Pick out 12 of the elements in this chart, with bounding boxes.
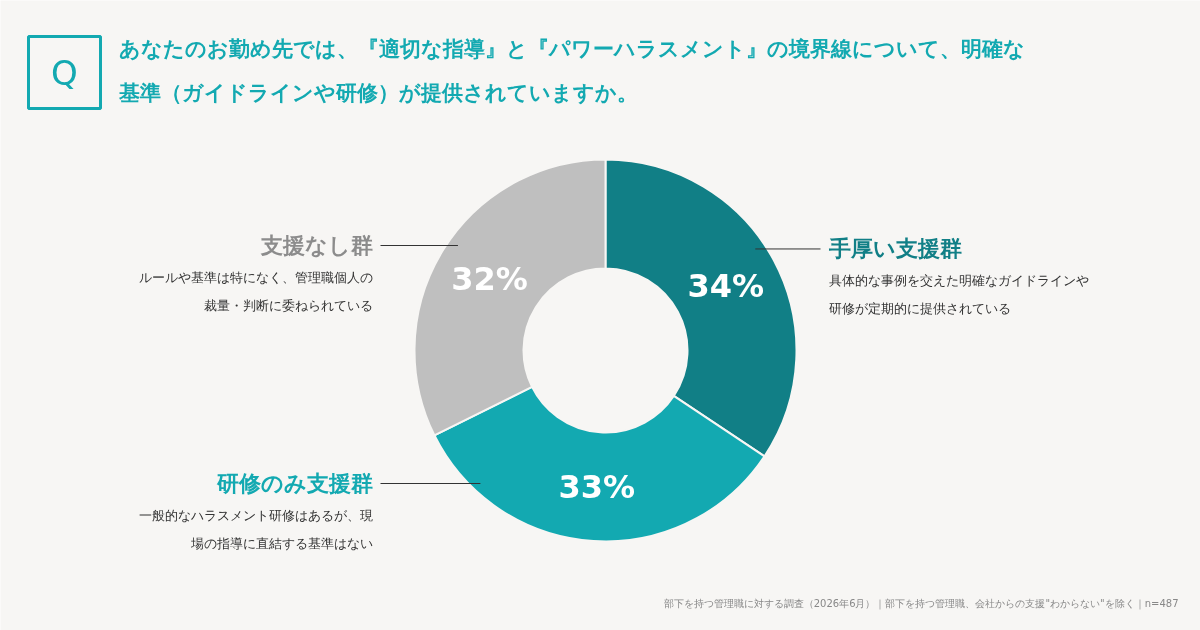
slice-label: 手厚い支援群	[827, 236, 962, 262]
text: ルールや基準は特になく、管理職個人の裁量・判断に委ねられている	[138, 269, 373, 313]
data-label: 34%	[687, 267, 765, 306]
data-label: 32%	[451, 259, 528, 298]
text: 一般的なハラスメント研修はあるが、現場の指導に直結する基準はない	[138, 507, 373, 551]
chart-title: あなたのお勤め先では、『適切な指導』と『パワーハラスメント』の境界線について、明確な基準（ガイドラインや研修）が提供されていますか。	[117, 36, 1025, 105]
slice-label: 支援なし群	[259, 233, 373, 258]
text: 具体的な事例を交えた明確なガイドラインや研修が定期的に提供されている	[828, 272, 1089, 317]
text: 部下を持つ管理職に対する調査（2026年6月）｜部下を持つ管理職、会社からの支援"わからない"を除く｜n=487	[663, 598, 1179, 610]
text: Q	[51, 52, 78, 93]
slice-label: 研修のみ支援群	[215, 471, 373, 496]
data-label: 33%	[558, 467, 636, 506]
